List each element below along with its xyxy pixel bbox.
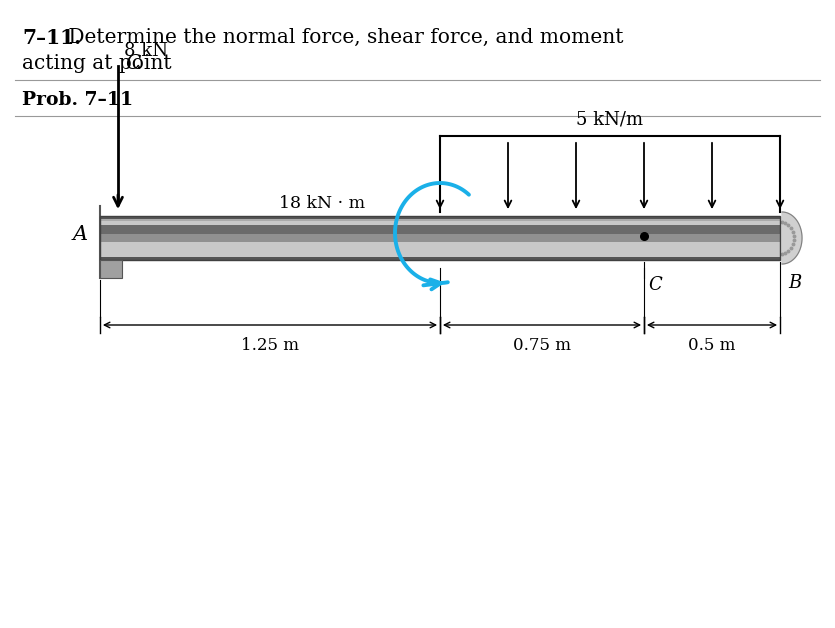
Text: 1.25 m: 1.25 m (241, 337, 299, 354)
Text: 8 kN: 8 kN (124, 42, 168, 60)
Bar (100, 257, 780, 260)
Text: acting at point: acting at point (22, 54, 178, 73)
Bar (100, 225, 780, 234)
Text: Determine the normal force, shear force, and moment: Determine the normal force, shear force,… (62, 28, 624, 47)
Bar (100, 260, 122, 278)
Bar (100, 216, 780, 260)
Text: 0.5 m: 0.5 m (688, 337, 736, 354)
Polygon shape (782, 212, 802, 264)
Text: Prob. 7–11: Prob. 7–11 (22, 91, 133, 109)
Text: 18 kN · m: 18 kN · m (279, 195, 365, 212)
Bar (100, 217, 780, 221)
Text: 7–11.: 7–11. (22, 28, 81, 48)
Text: 0.75 m: 0.75 m (513, 337, 571, 354)
Text: B: B (788, 274, 802, 292)
Text: C: C (648, 276, 662, 294)
Text: 5 kN/m: 5 kN/m (576, 110, 644, 128)
Bar (100, 216, 780, 219)
Bar (100, 234, 780, 242)
Bar (100, 216, 780, 260)
Text: A: A (73, 224, 88, 244)
Text: .: . (135, 54, 141, 73)
Text: C: C (125, 54, 140, 73)
